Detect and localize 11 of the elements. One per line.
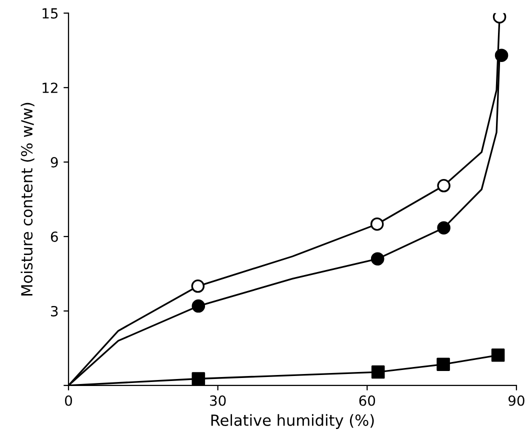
y-tick-label: 15 bbox=[42, 8, 58, 19]
y-tick-label: 3 bbox=[51, 306, 58, 316]
x-tick-label: 90 bbox=[508, 395, 524, 406]
x-tick-label: 30 bbox=[210, 395, 226, 406]
y-tick-label: 9 bbox=[50, 157, 58, 168]
x-tick-label: 60 bbox=[359, 395, 376, 406]
y-axis-title: Moisture content (% w/w) bbox=[20, 102, 34, 296]
y-tick-label: 6 bbox=[50, 231, 58, 242]
x-axis-title: Relative humidity (%) bbox=[211, 414, 374, 429]
y-tick-label: 12 bbox=[42, 82, 58, 93]
x-tick-label: 0 bbox=[65, 395, 72, 406]
